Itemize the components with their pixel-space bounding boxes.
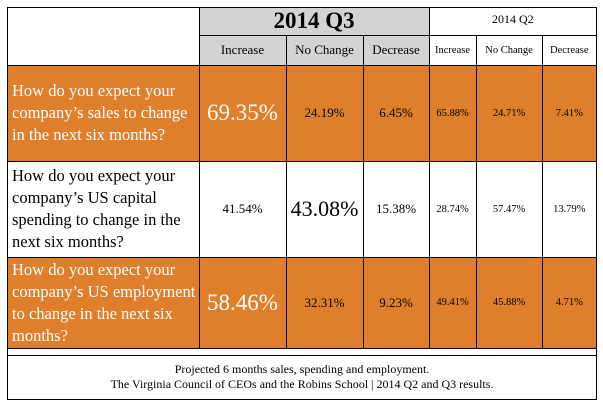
col-header-q3-decrease: Decrease [362,34,430,66]
value-sales-q2-no-change: 24.71% [475,64,543,162]
value-employment-q2-increase: 49.41% [428,256,477,349]
period-header-q3: 2014 Q3 [198,8,430,36]
period-header-q2: 2014 Q2 [428,8,597,36]
value-employment-q3-no-change: 32.31% [285,256,364,349]
col-header-q3-increase: Increase [199,34,287,66]
table-caption: Projected 6 months sales, spending and e… [8,355,596,392]
value-capital-q2-no-change: 57.47% [475,160,543,258]
col-header-q2-no-change: No Change [475,34,543,66]
value-sales-q2-decrease: 7.41% [541,64,597,162]
caption-line-2: The Virginia Council of CEOs and the Rob… [110,377,494,391]
value-sales-q3-increase: 69.35% [198,64,287,162]
value-capital-q3-no-change: 43.08% [285,160,364,258]
value-employment-q3-increase: 58.46% [198,256,287,349]
question-employment: How do you expect your company’s US empl… [8,256,200,349]
col-header-q2-increase: Increase [428,34,477,66]
corner-cell [8,8,200,66]
question-capital-spending: How do you expect your company’s US capi… [8,160,200,258]
table-row-capital-spending: How do you expect your company’s US capi… [8,160,597,258]
results-table-frame: 2014 Q3 2014 Q2 Increase No Change Decre… [7,7,597,400]
value-sales-q2-increase: 65.88% [428,64,477,162]
table-row-employment: How do you expect your company’s US empl… [8,256,597,349]
value-employment-q3-decrease: 9.23% [362,256,430,349]
survey-results-table: 2014 Q3 2014 Q2 Increase No Change Decre… [8,8,597,349]
value-employment-q2-decrease: 4.71% [541,256,597,349]
col-header-q3-no-change: No Change [285,34,364,66]
caption-line-1: Projected 6 months sales, spending and e… [174,362,430,376]
table-row-sales: How do you expect your company’s sales t… [8,64,597,162]
question-sales: How do you expect your company’s sales t… [8,64,200,162]
value-employment-q2-no-change: 45.88% [475,256,543,349]
value-sales-q3-decrease: 6.45% [362,64,430,162]
value-capital-q2-increase: 28.74% [428,160,477,258]
value-sales-q3-no-change: 24.19% [285,64,364,162]
value-capital-q3-decrease: 15.38% [362,160,430,258]
value-capital-q2-decrease: 13.79% [541,160,597,258]
col-header-q2-decrease: Decrease [541,34,597,66]
value-capital-q3-increase: 41.54% [198,160,287,258]
